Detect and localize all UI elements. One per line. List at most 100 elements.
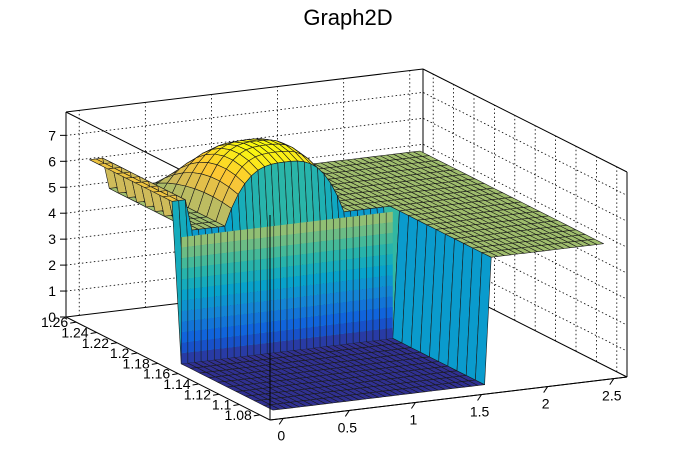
cliff-wall-cell xyxy=(313,315,321,327)
cliff-wall-cell xyxy=(353,268,360,280)
cliff-wall-cell xyxy=(353,331,360,344)
cliff-wall-cell xyxy=(333,302,340,314)
cliff-wall-cell xyxy=(306,284,314,296)
cliff-wall-cell xyxy=(201,286,208,299)
cliff-wall-cell xyxy=(379,275,387,288)
frame-edge xyxy=(65,68,424,113)
cliff-wall-cell xyxy=(346,290,354,302)
cliff-wall-cell xyxy=(313,220,321,232)
cliff-wall-cell xyxy=(300,338,307,350)
cliff-wall-cell xyxy=(253,322,261,334)
cliff-wall-cell xyxy=(366,319,373,331)
cliff-wall-cell xyxy=(207,307,215,319)
cliff-wall-cell xyxy=(220,337,228,349)
cliff-wall-cell xyxy=(339,227,347,240)
cliff-wall-cell xyxy=(386,243,393,255)
cliff-wall-cell xyxy=(260,247,268,260)
y-tick-mark xyxy=(233,404,240,407)
cliff-wall-cell xyxy=(320,261,327,274)
cliff-wall-cell xyxy=(372,255,380,267)
cliff-wall-cell xyxy=(339,270,347,282)
cliff-wall-cell xyxy=(293,275,301,287)
cliff-wall-cell xyxy=(220,294,228,307)
cliff-wall-cell xyxy=(207,233,215,245)
x-tick-label: 1 xyxy=(410,411,418,427)
cliff-wall-cell xyxy=(181,352,188,364)
cliff-wall-cell xyxy=(201,297,208,309)
cliff-wall-cell xyxy=(187,246,195,258)
cliff-wall-cell xyxy=(333,260,340,272)
cliff-wall-cell xyxy=(201,244,208,256)
z-tick-label: 1 xyxy=(48,283,56,299)
cliff-wall-cell xyxy=(346,300,354,313)
cliff-wall-cell xyxy=(320,325,327,337)
cliff-wall-cell xyxy=(247,270,254,282)
cliff-wall-cell xyxy=(214,316,221,329)
cliff-wall-cell xyxy=(300,253,307,265)
x-tick-mark xyxy=(411,402,416,409)
y-axis-ticks: 1.081.11.121.141.161.181.21.221.241.26 xyxy=(41,314,260,423)
cliff-wall-cell xyxy=(333,239,340,251)
x-tick-label: 2.5 xyxy=(602,388,622,404)
cliff-wall-cell xyxy=(220,305,228,317)
cliff-wall-cell xyxy=(386,285,393,297)
cliff-wall-cell xyxy=(339,312,347,324)
cliff-wall-cell xyxy=(214,337,221,350)
y-tick-mark xyxy=(192,383,199,386)
cliff-wall-cell xyxy=(181,236,188,248)
cliff-wall-cell xyxy=(240,292,248,304)
cliff-wall-cell xyxy=(379,254,387,266)
y-tick-mark xyxy=(151,362,158,365)
cliff-wall-cell xyxy=(220,326,228,338)
frame-edge xyxy=(269,376,628,421)
x-tick-mark xyxy=(609,378,615,385)
cliff-wall-cell xyxy=(234,293,241,305)
cliff-wall-cell xyxy=(220,242,228,254)
cliff-wall-cell xyxy=(359,257,367,269)
cliff-wall-cell xyxy=(386,306,393,318)
cliff-wall-cell xyxy=(214,306,221,318)
cliff-wall-cell xyxy=(333,334,340,346)
cliff-wall-cell xyxy=(300,222,307,234)
cliff-wall-cell xyxy=(287,244,294,257)
cliff-wall-cell xyxy=(386,264,393,276)
cliff-wall-cell xyxy=(194,340,202,352)
cliff-wall-cell xyxy=(201,265,208,277)
cliff-wall-cell xyxy=(280,224,287,236)
cliff-wall-cell xyxy=(234,346,241,358)
cliff-wall-cell xyxy=(253,280,261,292)
cliff-wall-cell xyxy=(247,323,254,335)
cliff-wall-cell xyxy=(273,341,281,353)
cliff-wall-cell xyxy=(253,259,261,271)
cliff-wall-cell xyxy=(300,264,307,276)
cliff-wall-cell xyxy=(234,303,241,316)
cliff-wall-cell xyxy=(300,285,307,297)
cliff-wall-cell xyxy=(201,307,208,320)
cliff-wall-cell xyxy=(359,320,367,332)
cliff-wall-cell xyxy=(273,330,281,343)
cliff-wall-cell xyxy=(353,215,360,227)
cliff-wall-cell xyxy=(366,224,373,236)
cliff-wall-cell xyxy=(181,268,188,280)
cliff-wall-cell xyxy=(187,298,195,311)
cliff-wall-cell xyxy=(234,251,241,263)
cliff-wall-cell xyxy=(372,244,380,257)
cliff-wall-cell xyxy=(379,318,387,330)
cliff-wall-cell xyxy=(333,218,340,230)
y-tick-label: 1.18 xyxy=(123,355,150,371)
cliff-wall-cell xyxy=(326,229,334,241)
cliff-wall-cell xyxy=(273,267,281,279)
cliff-wall-cell xyxy=(313,241,321,253)
cliff-wall-cell xyxy=(339,248,347,261)
cliff-wall-cell xyxy=(234,314,241,326)
cliff-wall-cell xyxy=(207,264,215,277)
cliff-wall-cell xyxy=(306,305,314,317)
cliff-wall-cell xyxy=(306,337,314,349)
cliff-wall-cell xyxy=(207,328,215,340)
cliff-wall-cell xyxy=(260,290,268,302)
cliff-wall-cell xyxy=(366,214,373,226)
cliff-wall-cell xyxy=(300,274,307,287)
y-tick-mark xyxy=(172,373,179,376)
z-axis-ticks: 0 1 2 3 4 5 6 7 xyxy=(48,127,66,325)
cliff-wall-cell xyxy=(260,269,268,281)
